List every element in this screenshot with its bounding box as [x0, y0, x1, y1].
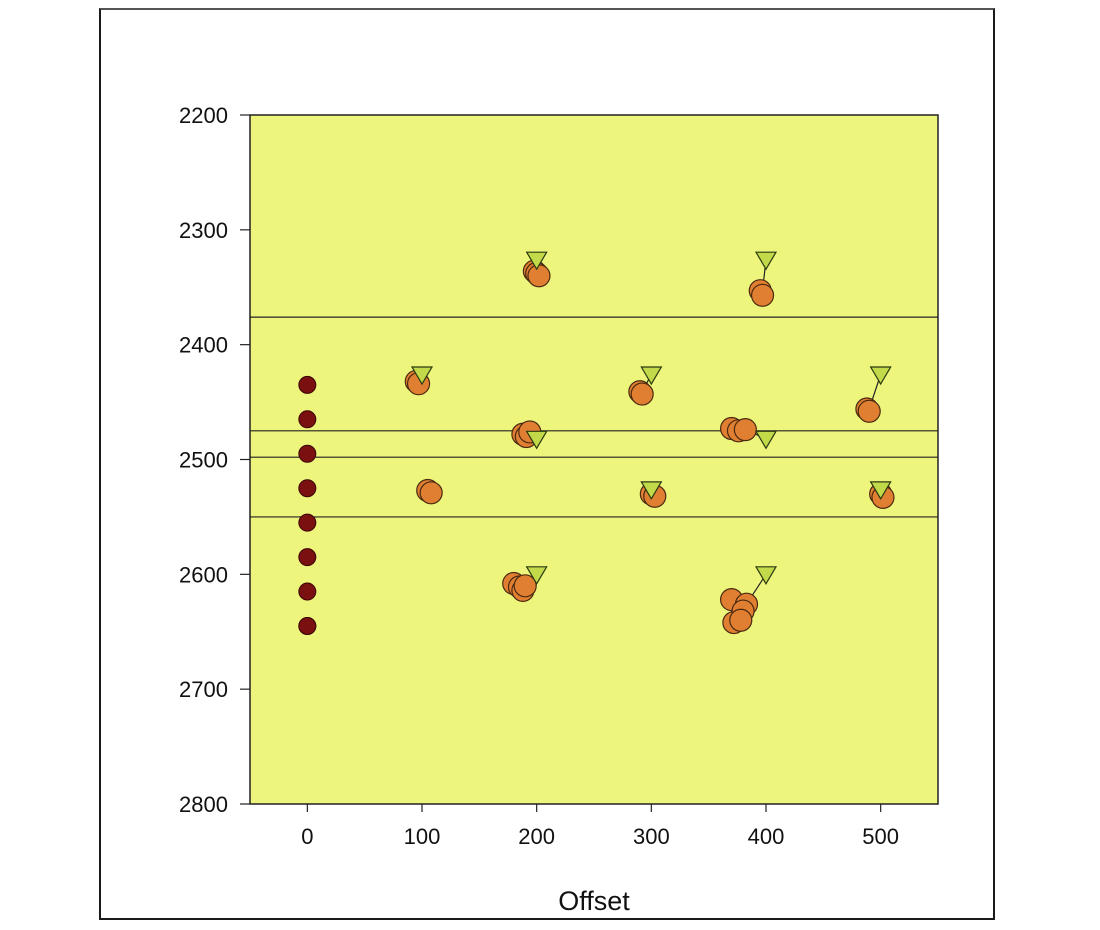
model-point — [410, 366, 434, 386]
source-point — [298, 375, 317, 394]
y-axis: 2200 2300 2400 2500 2600 2700 2800 — [179, 103, 250, 817]
measured-point — [513, 574, 537, 598]
source-point — [298, 410, 317, 429]
x-tick-label: 200 — [518, 824, 555, 849]
x-tick-label: 500 — [862, 824, 899, 849]
measured-point — [419, 481, 443, 505]
model-point — [754, 251, 778, 271]
y-tick-label: 2700 — [179, 677, 228, 702]
measured-point — [857, 399, 881, 423]
measured-point — [527, 264, 551, 288]
model-point — [525, 251, 548, 271]
model-point — [640, 481, 663, 501]
x-tick-label: 0 — [301, 824, 313, 849]
source-point — [298, 513, 317, 532]
source-point — [298, 617, 317, 636]
x-tick-label: 400 — [748, 824, 785, 849]
x-tick-label: 300 — [633, 824, 670, 849]
x-axis: 0 100 200 300 400 500 — [301, 804, 899, 849]
model-point — [754, 566, 778, 586]
measured-point — [729, 608, 753, 632]
source-point — [298, 548, 317, 567]
y-tick-label: 2400 — [179, 333, 228, 358]
y-tick-label: 2500 — [179, 448, 228, 473]
y-tick-label: 2800 — [179, 792, 228, 817]
model-point — [525, 430, 548, 450]
horizontal-lines — [250, 316, 938, 518]
plot-area — [249, 114, 939, 805]
x-tick-label: 100 — [404, 824, 441, 849]
y-tick-label: 2600 — [179, 562, 228, 587]
source-point — [298, 444, 317, 463]
model-point — [640, 366, 663, 386]
y-tick-label: 2200 — [179, 103, 228, 128]
model-point — [869, 366, 892, 386]
model-point — [525, 566, 548, 586]
y-tick-label: 2300 — [179, 218, 228, 243]
x-axis-title: Offset — [558, 886, 630, 916]
measured-point — [750, 283, 775, 307]
source-point — [298, 582, 317, 601]
model-point — [869, 481, 892, 501]
measured-point — [630, 382, 654, 406]
source-point — [298, 479, 317, 498]
model-point — [754, 430, 778, 450]
measured-point — [733, 418, 757, 442]
data-points — [298, 251, 895, 636]
